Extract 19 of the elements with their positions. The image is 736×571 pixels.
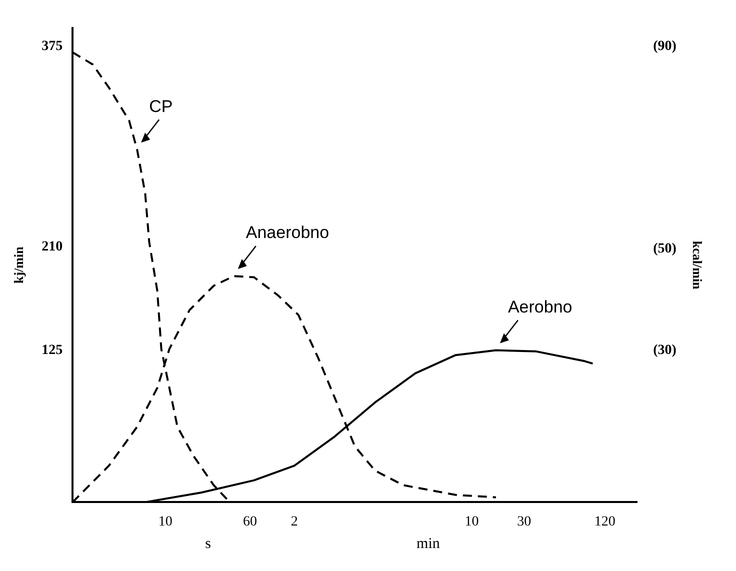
x-tick-label: 120 (594, 514, 616, 530)
text: Anaerobno (246, 223, 330, 242)
y2-tick-label: (50) (653, 241, 677, 256)
y2-axis-title: kcal/min (690, 240, 705, 290)
y-tick-label: 210 (42, 239, 63, 254)
y-tick-label: 375 (42, 38, 63, 54)
y-axis-title: kj/min (11, 246, 26, 284)
x-tick-label: 10 (158, 514, 172, 530)
y2-tick-label: (30) (653, 342, 677, 358)
text: min (416, 536, 440, 552)
x-tick-label: 60 (243, 514, 258, 530)
y-tick-label: 125 (42, 342, 63, 358)
text: Aerobno (508, 297, 572, 316)
y2-tick-label: (90) (653, 38, 677, 54)
text: s (205, 536, 212, 552)
series-label: CP (149, 96, 173, 116)
x-tick-label: 2 (290, 514, 298, 530)
x-tick-label: 30 (517, 514, 532, 530)
x-tick-label: 10 (464, 514, 479, 530)
